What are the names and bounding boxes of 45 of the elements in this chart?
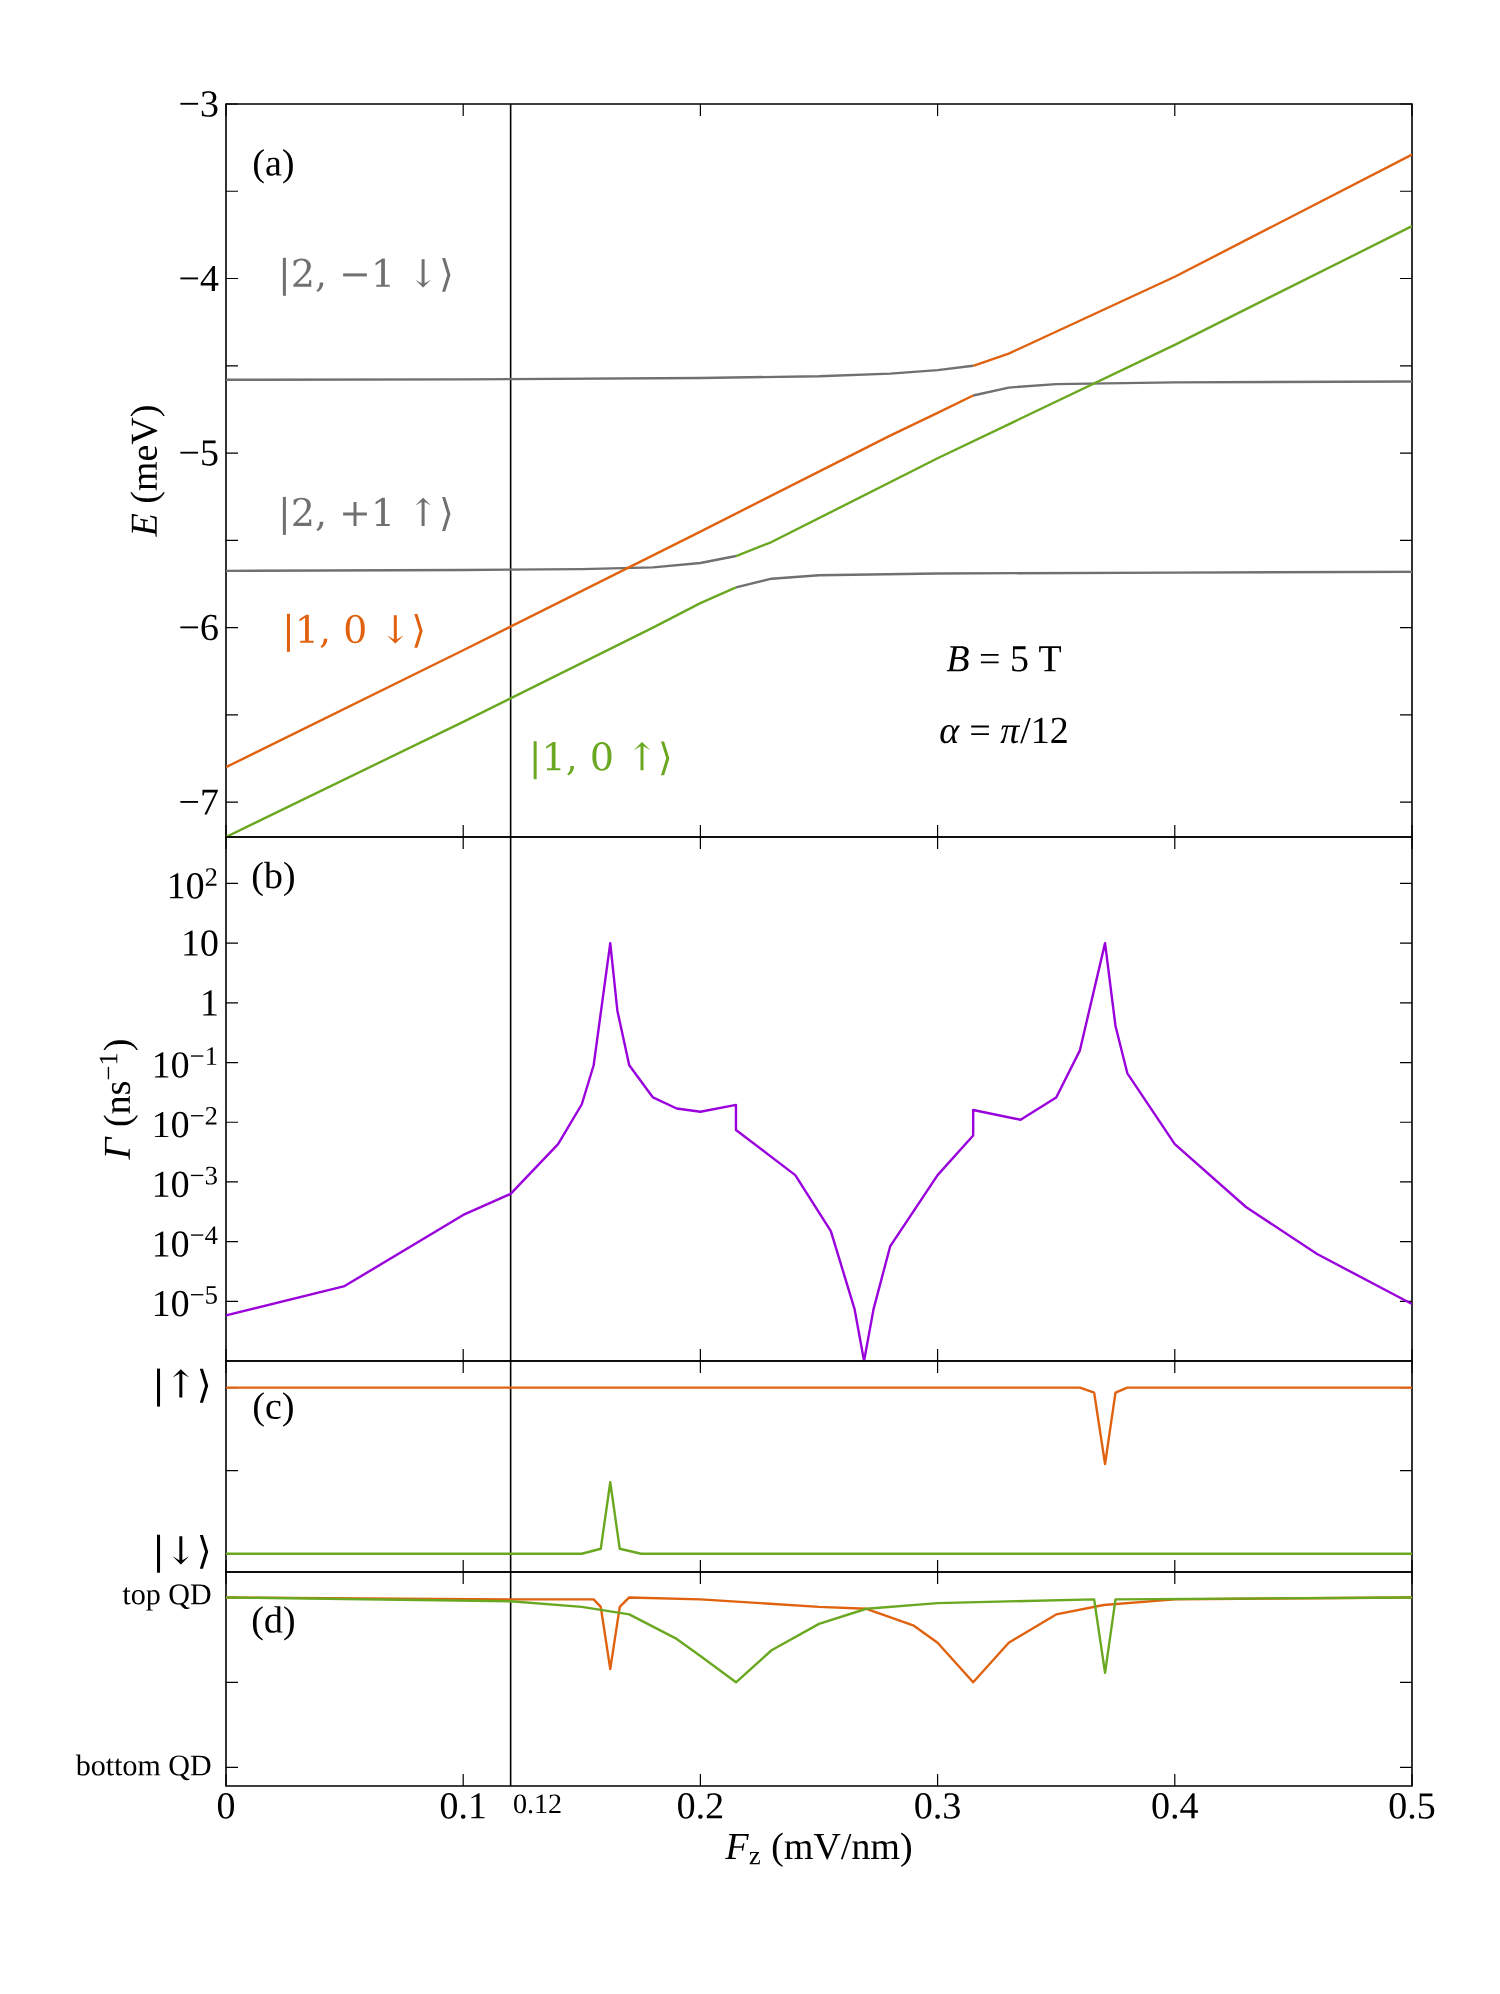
ref-line-label: 0.12 [514,1794,561,1814]
text: |↓⟩ [157,1534,209,1573]
text: bottom QD [75,1754,211,1781]
x-tick-label: 0.3 [915,1793,960,1819]
y-tick-label: 10$^{−2}$ [154,1106,217,1138]
text: |2, −1 ↓⟩ [282,257,451,296]
y-tick-label: −3 [180,91,218,117]
x-tick-label: 0.2 [678,1793,723,1819]
line-series [971,153,1412,367]
series-label: |2, +1 ↑⟩ [282,496,451,535]
y-tick-label: 10$^{−1}$ [154,1047,217,1078]
y-tick-label: −7 [180,789,218,815]
x-tick-label: 0 [217,1793,235,1819]
y-tick-label: −6 [180,614,218,641]
line-series [226,586,738,837]
y-tick-label: 10 [184,930,218,956]
line-series [971,380,1412,397]
y-axis-title: E (meV) [130,406,165,537]
y-tick-label: 10$^{−3}$ [154,1166,217,1198]
line-series [226,364,975,381]
annotation: B = 5 T [946,646,1062,672]
y-axis-title: Γ (ns$^{−1}$) [99,1040,138,1160]
x-tick-label: 0.4 [1152,1793,1198,1819]
x-axis-title: F$_{z}$ (mV/nm) [725,1832,911,1868]
annotation: α = π/12 [940,717,1067,744]
line-series [734,224,1412,558]
series-label: |1, 0 ↑⟩ [533,741,670,780]
x-tick-label: 0.1 [440,1793,485,1819]
y-tick-label: 10$^{−4}$ [154,1226,218,1257]
y-tick-label: 1 [203,990,217,1016]
annotation: (a) [254,149,293,184]
series-label: |1, 0 ↓⟩ [286,613,423,652]
y-tick-label: −5 [180,440,218,466]
line-series [734,570,1412,589]
annotation: (d) [252,1606,294,1641]
y-tick-label: 10$^{2}$ [169,868,217,899]
annotation: (b) [252,861,294,897]
text: top QD [122,1584,211,1611]
line-series [226,554,738,573]
annotation: (c) [254,1392,293,1427]
x-tick-label: 0.5 [1389,1793,1435,1819]
y-tick-label: −4 [180,266,219,292]
y-tick-label: 10$^{−5}$ [154,1286,217,1317]
text: |↑⟩ [157,1368,209,1407]
line-series [226,941,1412,1361]
